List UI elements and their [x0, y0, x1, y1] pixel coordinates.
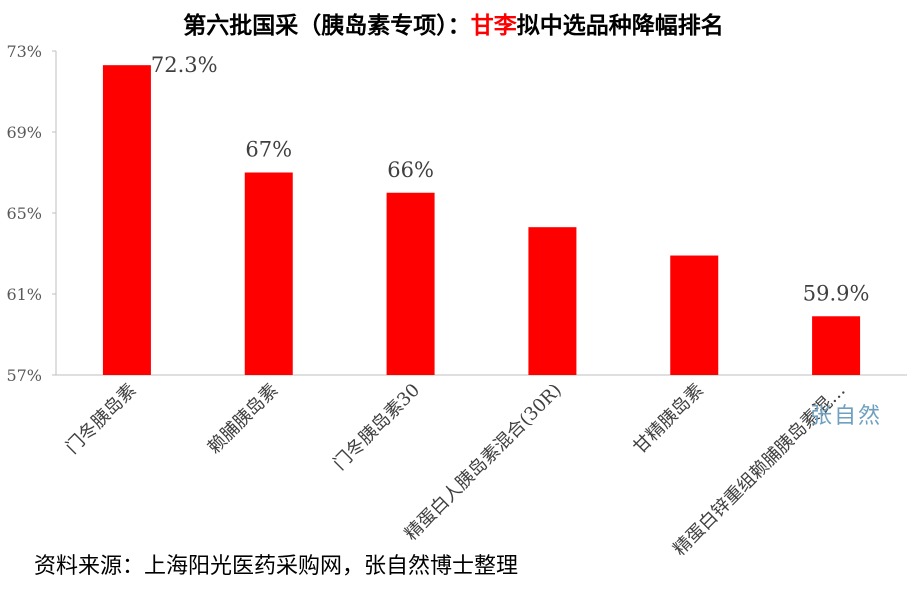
category-label: 甘精胰岛素 — [629, 380, 707, 458]
chart-title: 第六批国采（胰岛素专项）：甘李拟中选品种降幅排名 — [0, 6, 907, 40]
bar — [386, 192, 435, 375]
y-tick-label: 69% — [6, 123, 42, 142]
category-label: 门冬胰岛素30 — [329, 380, 424, 475]
category-label: 赖脯胰岛素 — [204, 380, 282, 458]
data-label: 72.3% — [151, 53, 218, 77]
bar — [244, 172, 293, 375]
title-prefix: 第六批国采（胰岛素专项）： — [183, 13, 471, 39]
data-label: 66% — [387, 158, 434, 182]
y-tick-label: 61% — [6, 285, 42, 304]
y-tick-label: 73% — [6, 42, 42, 61]
bar — [812, 316, 861, 375]
title-highlight: 甘李 — [470, 13, 517, 39]
source-note: 资料来源：上海阳光医药采购网，张自然博士整理 — [34, 554, 519, 579]
category-label: 精蛋白人胰岛素混合(30R) — [401, 380, 566, 545]
data-label: 67% — [245, 138, 292, 162]
bar — [670, 255, 719, 375]
bar — [102, 65, 151, 376]
category-label: 门冬胰岛素 — [62, 380, 140, 458]
y-tick-label: 57% — [6, 366, 42, 385]
title-suffix: 拟中选品种降幅排名 — [516, 13, 724, 39]
data-label: 59.9% — [803, 281, 870, 305]
y-tick-label: 65% — [6, 204, 42, 223]
bar — [528, 227, 577, 375]
watermark: 张自然 — [810, 404, 883, 429]
